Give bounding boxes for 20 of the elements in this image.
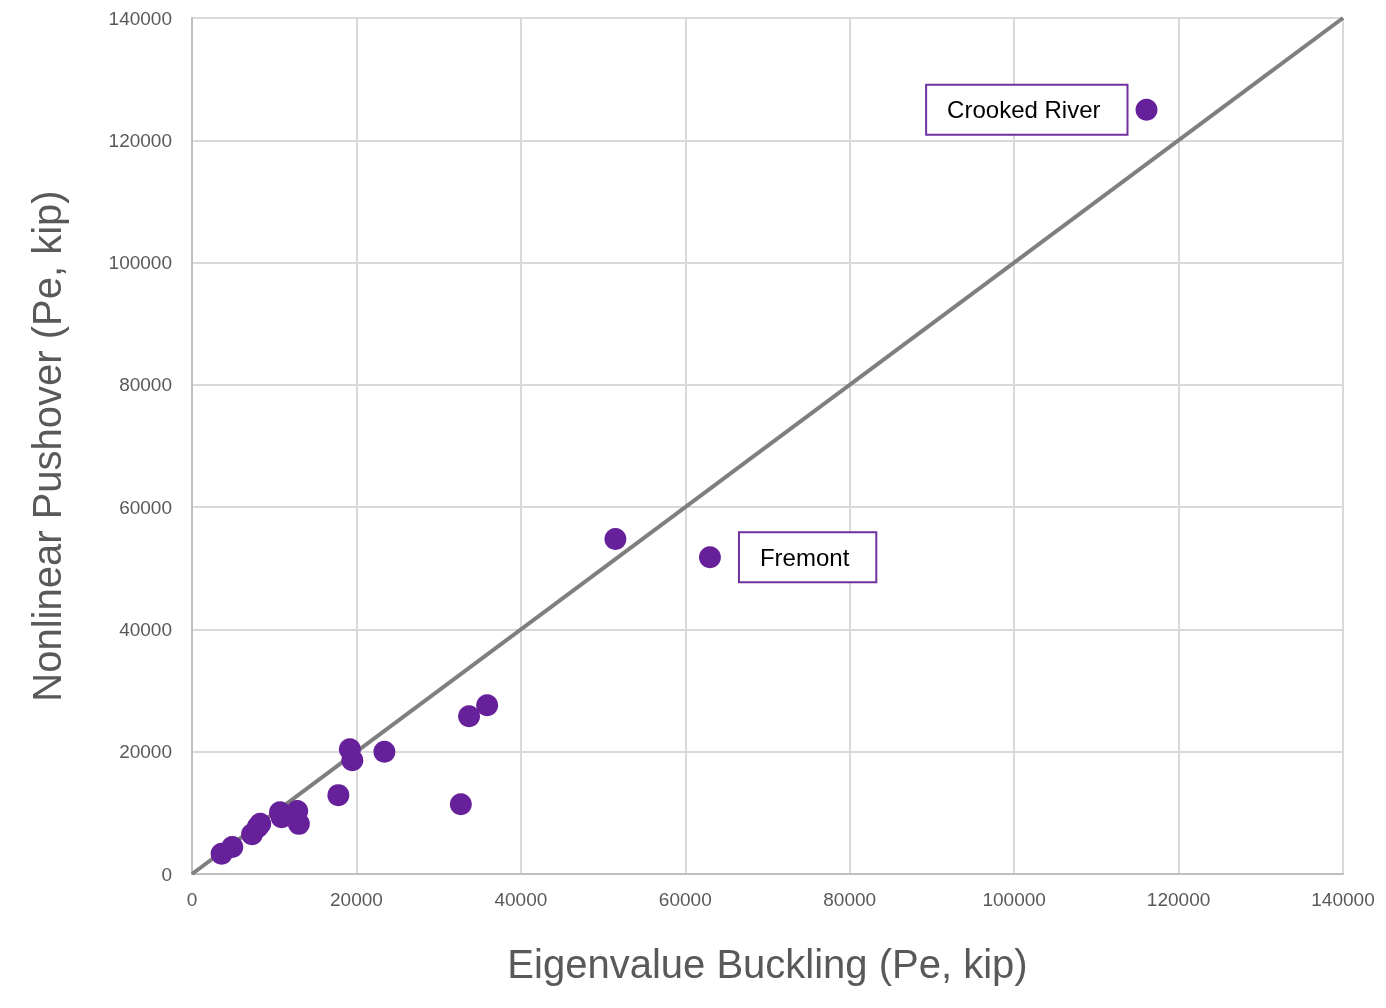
y-tick-label: 20000 <box>119 741 172 763</box>
x-tick-label: 100000 <box>982 889 1046 910</box>
x-tick-label: 40000 <box>494 889 548 910</box>
x-tick-label: 0 <box>186 889 198 910</box>
x-tick-label: 20000 <box>330 889 383 910</box>
y-axis-title: Nonlinear Pushover (Pe, kip) <box>25 190 69 702</box>
annotation: Crooked River <box>947 96 1101 124</box>
x-tick-label: 60000 <box>658 889 712 910</box>
x-tick-label: 80000 <box>823 889 877 910</box>
y-tick-label: 140000 <box>108 7 172 29</box>
x-tick-label: 120000 <box>1146 889 1211 910</box>
y-tick-label: 60000 <box>119 496 172 518</box>
annotation: Fremont <box>759 543 850 571</box>
y-tick-label: 120000 <box>108 129 172 151</box>
y-tick-label: 80000 <box>119 374 172 396</box>
y-tick-label: 40000 <box>119 618 172 640</box>
x-tick-label: 140000 <box>1311 889 1375 910</box>
y-tick-label: 0 <box>161 863 172 885</box>
x-axis-title: Eigenvalue Buckling (Pe, kip) <box>507 942 1028 986</box>
y-tick-label: 100000 <box>108 252 172 274</box>
